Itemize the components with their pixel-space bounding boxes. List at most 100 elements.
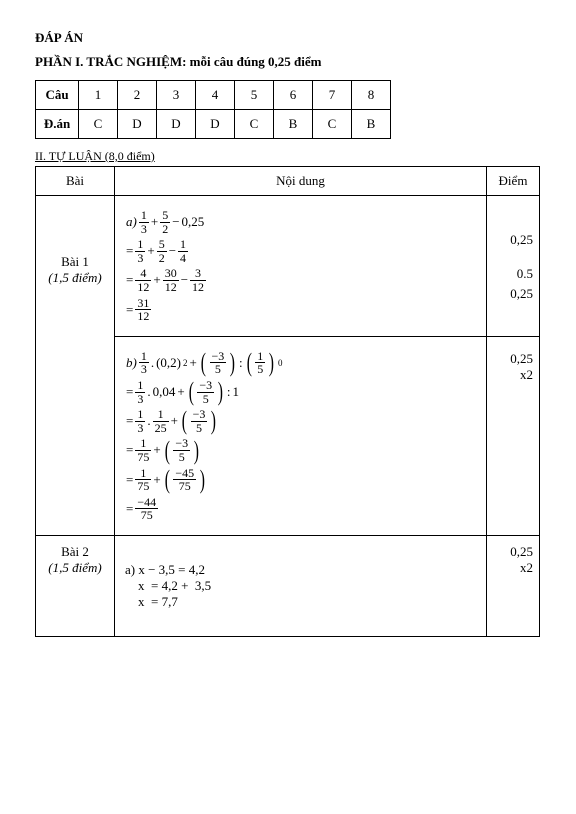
- den: 25: [153, 421, 169, 435]
- term: 0,04: [153, 384, 176, 400]
- op: .: [147, 413, 150, 429]
- mcq-num: 7: [313, 81, 352, 110]
- num: 3: [190, 267, 206, 280]
- num: −3: [210, 350, 227, 363]
- term: 1: [232, 384, 239, 400]
- den: 12: [135, 280, 151, 294]
- paren-icon: ): [230, 355, 235, 371]
- num: 5: [160, 209, 170, 222]
- mcq-ans: D: [118, 110, 157, 139]
- den: 2: [160, 222, 170, 236]
- paren-icon: ): [194, 443, 199, 459]
- op: −: [172, 214, 179, 230]
- num: 1: [135, 437, 151, 450]
- mcq-num: 5: [235, 81, 274, 110]
- page-title: ĐÁP ÁN: [35, 30, 541, 46]
- exp: 0: [278, 358, 283, 368]
- points-cell: 0,25 0.5 0,25: [487, 196, 540, 337]
- points: x2: [520, 560, 533, 576]
- num: 1: [135, 467, 151, 480]
- content-cell: a) x − 3,5 = 4,2 x = 4,2 + 3,5 x = 7,7: [115, 535, 487, 636]
- math-line: = −4475: [125, 496, 478, 522]
- points: 0,25: [510, 544, 533, 560]
- points: 0,25: [510, 286, 533, 302]
- op: +: [190, 355, 197, 371]
- math-line: x = 4,2 + 3,5: [125, 578, 211, 593]
- eq: =: [126, 413, 133, 429]
- op: :: [239, 355, 243, 371]
- table-row: Bài 2 (1,5 điểm) a) x − 3,5 = 4,2 x = 4,…: [36, 535, 540, 636]
- paren-icon: (: [164, 443, 169, 459]
- op: +: [177, 384, 184, 400]
- mcq-ans: D: [157, 110, 196, 139]
- num: 1: [178, 238, 188, 251]
- num: 1: [139, 350, 149, 363]
- math-line: = 412 + 3012 − 312: [125, 267, 478, 293]
- mcq-ans: B: [352, 110, 391, 139]
- den: 12: [163, 280, 179, 294]
- mcq-num: 3: [157, 81, 196, 110]
- num: 30: [163, 267, 179, 280]
- essay-table: Bài Nội dung Điểm Bài 1 (1,5 điểm) a) 13…: [35, 166, 540, 637]
- paren-icon: (: [201, 355, 206, 371]
- bai-title: Bài 2: [40, 544, 110, 560]
- op: .: [147, 384, 150, 400]
- num: 1: [135, 379, 145, 392]
- exp: 2: [183, 358, 188, 368]
- mcq-ans: C: [79, 110, 118, 139]
- paren-icon: ): [269, 355, 274, 371]
- content-cell: b) 13 . (0,2)2 + ( −35 ) : ( 15 )0 = 13 …: [115, 336, 487, 535]
- prefix: b): [126, 355, 137, 371]
- math-line: = 13 . 125 + ( −35 ): [125, 408, 478, 434]
- term: (0,2): [156, 355, 181, 371]
- den: 75: [135, 450, 151, 464]
- table-row: Bài 1 (1,5 điểm) a) 13 + 52 − 0,25 = 13 …: [36, 196, 540, 337]
- paren-icon: ): [211, 413, 216, 429]
- mcq-num: 8: [352, 81, 391, 110]
- num: −3: [191, 408, 208, 421]
- prefix: a): [126, 214, 137, 230]
- den: 75: [173, 479, 196, 493]
- paren-icon: (: [188, 384, 193, 400]
- bai-cell: Bài 2 (1,5 điểm): [36, 535, 115, 636]
- den: 5: [197, 392, 214, 406]
- mcq-ans: D: [196, 110, 235, 139]
- op: +: [151, 214, 158, 230]
- col-header-bai: Bài: [36, 167, 115, 196]
- den: 3: [139, 362, 149, 376]
- part1-title: PHẦN I. TRẮC NGHIỆM: mỗi câu đúng 0,25 đ…: [35, 54, 541, 70]
- den: 3: [135, 251, 145, 265]
- bai-sub: (1,5 điểm): [40, 560, 110, 576]
- points: x2: [520, 367, 533, 383]
- op: :: [227, 384, 231, 400]
- den: 4: [178, 251, 188, 265]
- math-line: a) 13 + 52 − 0,25: [125, 209, 478, 235]
- num: 4: [135, 267, 151, 280]
- paren-icon: (: [164, 472, 169, 488]
- mcq-header-label: Câu: [36, 81, 79, 110]
- den: 12: [135, 309, 151, 323]
- num: 1: [135, 238, 145, 251]
- math-line: = 13 + 52 − 14: [125, 238, 478, 264]
- eq: =: [126, 272, 133, 288]
- eq: =: [126, 442, 133, 458]
- eq: =: [126, 472, 133, 488]
- den: 3: [135, 421, 145, 435]
- table-row: Đ.án C D D D C B C B: [36, 110, 391, 139]
- mcq-ans: C: [313, 110, 352, 139]
- num: −44: [135, 496, 158, 509]
- table-row: Câu 1 2 3 4 5 6 7 8: [36, 81, 391, 110]
- mcq-ans: C: [235, 110, 274, 139]
- eq: =: [126, 501, 133, 517]
- den: 12: [190, 280, 206, 294]
- paren-icon: (: [246, 355, 251, 371]
- op: +: [153, 442, 160, 458]
- num: −3: [173, 437, 190, 450]
- points: 0,25: [510, 351, 533, 367]
- den: 5: [191, 421, 208, 435]
- num: 1: [135, 408, 145, 421]
- bai-sub: (1,5 điểm): [40, 270, 110, 286]
- col-header-pts: Điểm: [487, 167, 540, 196]
- col-header-nd: Nội dung: [115, 167, 487, 196]
- den: 5: [255, 362, 265, 376]
